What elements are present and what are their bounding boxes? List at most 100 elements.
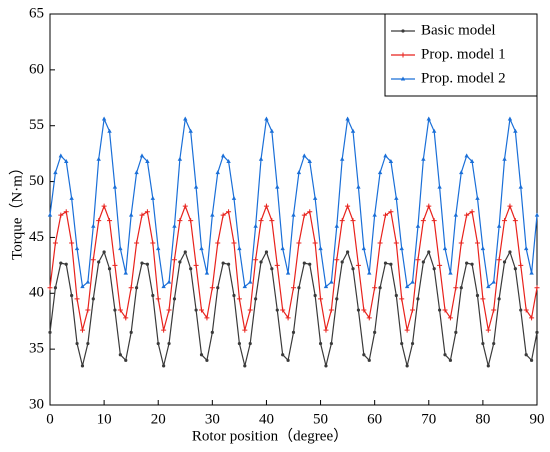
marker bbox=[454, 330, 458, 334]
x-tick-label: 30 bbox=[205, 411, 220, 427]
marker bbox=[382, 212, 388, 218]
marker bbox=[502, 260, 507, 264]
marker bbox=[53, 286, 58, 290]
marker bbox=[189, 267, 193, 271]
marker bbox=[372, 212, 377, 217]
marker bbox=[513, 128, 518, 133]
y-tick-label: 65 bbox=[29, 5, 44, 21]
marker bbox=[258, 218, 264, 224]
marker bbox=[400, 341, 404, 346]
marker bbox=[285, 315, 291, 321]
marker bbox=[161, 327, 167, 333]
marker bbox=[102, 250, 106, 254]
marker bbox=[486, 364, 490, 368]
marker bbox=[465, 261, 469, 265]
x-tick-label: 60 bbox=[367, 411, 382, 427]
marker bbox=[388, 158, 394, 163]
marker bbox=[177, 218, 183, 224]
marker bbox=[242, 327, 248, 333]
marker bbox=[377, 240, 383, 246]
marker bbox=[405, 364, 409, 368]
marker bbox=[80, 364, 85, 368]
marker bbox=[280, 307, 286, 313]
marker bbox=[307, 209, 313, 215]
marker bbox=[128, 212, 134, 217]
marker bbox=[518, 184, 523, 189]
marker bbox=[442, 307, 448, 313]
marker bbox=[356, 184, 361, 189]
marker bbox=[134, 170, 139, 175]
marker bbox=[350, 128, 356, 133]
marker bbox=[166, 307, 172, 313]
marker bbox=[502, 218, 508, 224]
marker bbox=[193, 262, 199, 268]
marker bbox=[193, 184, 199, 189]
marker bbox=[107, 128, 112, 133]
marker bbox=[199, 353, 204, 357]
marker bbox=[199, 246, 204, 251]
marker bbox=[481, 341, 485, 346]
marker bbox=[480, 296, 486, 302]
marker bbox=[475, 293, 480, 298]
marker bbox=[367, 358, 371, 362]
marker bbox=[171, 257, 177, 263]
marker bbox=[274, 262, 280, 268]
marker bbox=[269, 128, 275, 133]
marker bbox=[85, 307, 91, 313]
marker bbox=[400, 76, 406, 81]
series bbox=[47, 203, 540, 333]
marker bbox=[156, 246, 161, 251]
marker bbox=[91, 223, 96, 228]
marker bbox=[296, 170, 302, 175]
marker bbox=[350, 218, 356, 224]
marker bbox=[74, 246, 80, 251]
marker bbox=[410, 279, 415, 284]
marker bbox=[129, 330, 133, 334]
marker bbox=[134, 286, 139, 290]
marker bbox=[312, 240, 318, 246]
marker bbox=[404, 284, 410, 289]
marker bbox=[297, 286, 301, 290]
marker bbox=[237, 246, 242, 251]
marker bbox=[263, 203, 269, 209]
marker bbox=[373, 330, 377, 334]
marker bbox=[512, 218, 518, 224]
x-tick-label: 80 bbox=[475, 411, 490, 427]
y-tick-label: 35 bbox=[29, 341, 44, 357]
marker bbox=[497, 297, 501, 301]
marker bbox=[361, 307, 367, 313]
marker bbox=[410, 307, 416, 313]
marker bbox=[523, 307, 529, 313]
marker bbox=[150, 195, 156, 200]
marker bbox=[453, 285, 459, 291]
marker bbox=[340, 260, 344, 264]
marker bbox=[393, 240, 399, 246]
marker bbox=[534, 212, 540, 217]
marker bbox=[226, 209, 232, 215]
marker bbox=[426, 116, 431, 121]
marker bbox=[394, 195, 399, 200]
marker bbox=[438, 308, 442, 312]
marker bbox=[117, 307, 123, 313]
marker bbox=[64, 262, 68, 266]
marker bbox=[47, 212, 53, 217]
marker bbox=[420, 218, 426, 224]
marker bbox=[210, 330, 214, 334]
marker bbox=[64, 158, 69, 163]
marker bbox=[431, 218, 437, 224]
marker bbox=[334, 223, 339, 228]
x-axis-label: Rotor position（degree） bbox=[192, 427, 348, 444]
marker bbox=[123, 315, 129, 321]
marker bbox=[80, 284, 85, 289]
marker bbox=[534, 285, 540, 291]
marker bbox=[281, 353, 285, 357]
marker bbox=[112, 262, 118, 268]
marker bbox=[48, 330, 52, 334]
marker bbox=[301, 212, 307, 218]
y-tick-label: 30 bbox=[29, 396, 44, 412]
marker bbox=[366, 315, 372, 321]
marker bbox=[291, 212, 296, 217]
marker bbox=[448, 270, 453, 275]
marker bbox=[507, 203, 513, 209]
marker bbox=[459, 170, 464, 175]
